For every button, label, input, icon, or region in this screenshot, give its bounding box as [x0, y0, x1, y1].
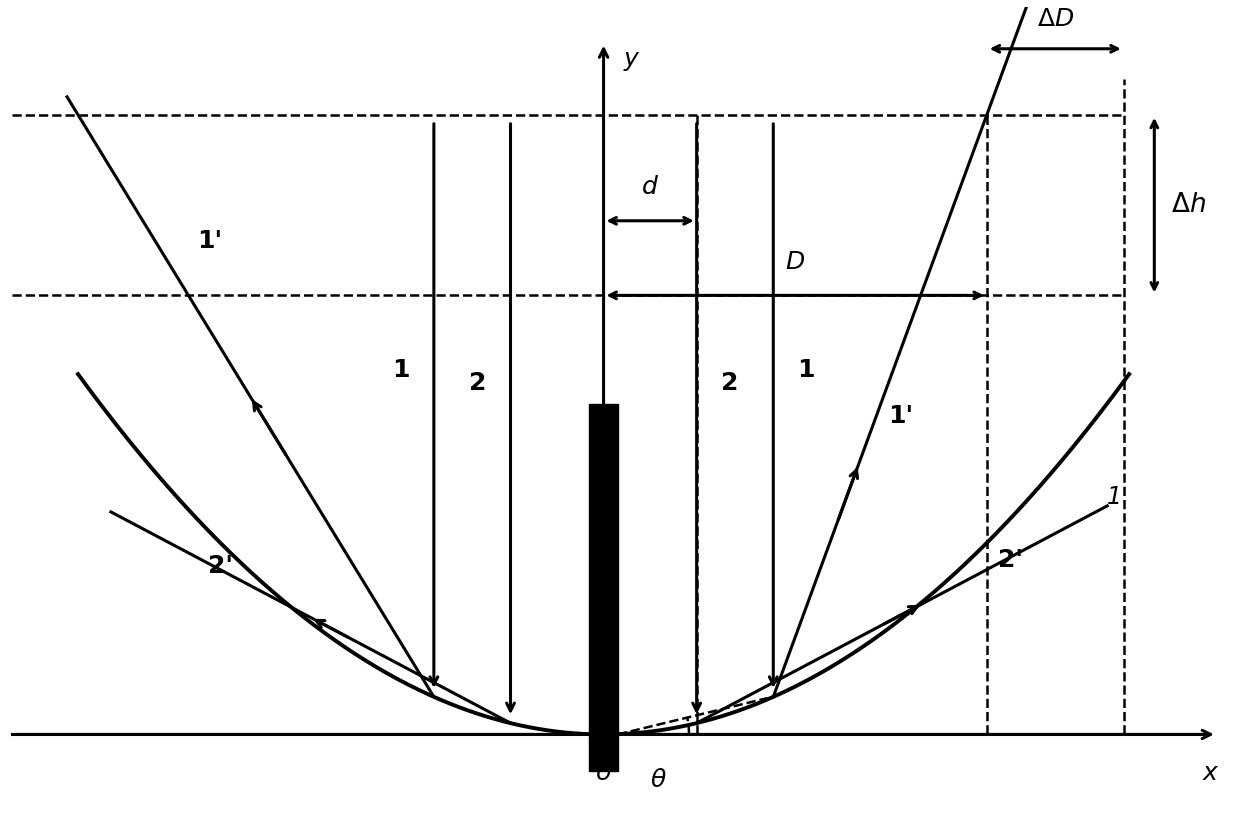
Text: 1: 1: [1107, 485, 1122, 510]
Text: 1: 1: [797, 358, 815, 382]
Text: $\Delta h$: $\Delta h$: [1171, 192, 1205, 218]
Text: 2: 2: [469, 371, 486, 395]
Text: 2: 2: [720, 371, 738, 395]
Text: $D$: $D$: [785, 250, 805, 274]
Text: $d$: $d$: [641, 175, 660, 199]
Text: 1': 1': [197, 230, 222, 253]
Text: $x$: $x$: [1203, 761, 1220, 785]
Text: $\Delta D$: $\Delta D$: [1037, 7, 1074, 31]
Text: 1: 1: [392, 358, 409, 382]
Text: 1': 1': [888, 404, 914, 427]
Text: 2': 2': [998, 548, 1023, 572]
Text: $y$: $y$: [624, 49, 641, 72]
Text: 2': 2': [208, 554, 233, 578]
Text: $\theta$: $\theta$: [650, 768, 667, 792]
Bar: [589, 404, 618, 771]
Text: $o$: $o$: [595, 761, 611, 785]
